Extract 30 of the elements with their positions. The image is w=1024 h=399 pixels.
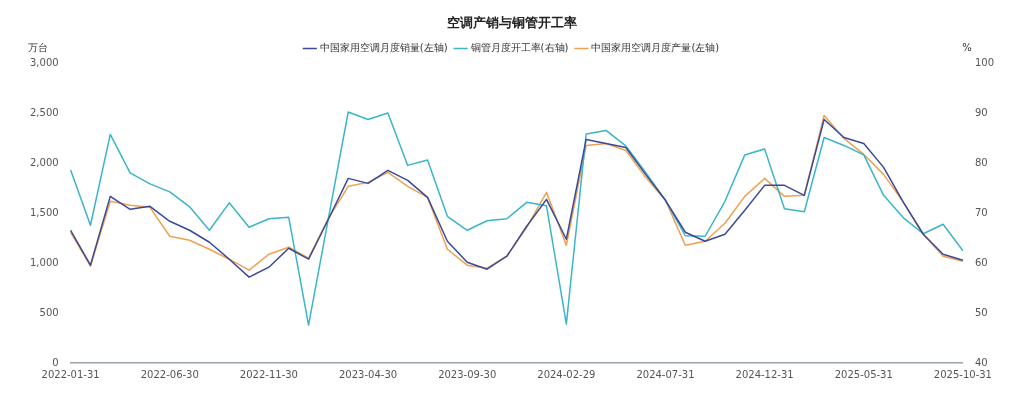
y2-tick-label: 70 — [974, 206, 988, 218]
y-tick-label: 3,000 — [29, 57, 59, 69]
y-tick-label: 1,000 — [29, 256, 59, 268]
legend-label: 中国家用空调月度产量(左轴) — [591, 42, 720, 54]
y-tick-label: 2,000 — [29, 156, 59, 168]
x-tick-label: 2022-01-31 — [41, 368, 100, 380]
x-tick-label: 2025-05-31 — [834, 368, 893, 380]
x-tick-label: 2025-10-31 — [933, 368, 992, 380]
x-tick-label: 2024-02-29 — [537, 368, 596, 380]
x-tick-label: 2024-07-31 — [636, 368, 695, 380]
chart-title: 空调产销与铜管开工率 — [447, 15, 577, 31]
y-tick-label: 1,500 — [29, 206, 59, 218]
x-tick-label: 2022-11-30 — [239, 368, 298, 380]
y2-tick-label: 50 — [974, 306, 988, 318]
x-tick-label: 2022-06-30 — [140, 368, 199, 380]
x-tick-label: 2023-09-30 — [438, 368, 497, 380]
legend-label: 中国家用空调月度销量(左轴) — [319, 42, 448, 54]
y2-axis-title: % — [962, 42, 972, 54]
y-axis-title: 万台 — [28, 42, 48, 54]
y-tick-label: 500 — [39, 306, 59, 318]
y2-tick-label: 100 — [974, 57, 995, 69]
y2-tick-label: 80 — [974, 156, 988, 168]
x-tick-label: 2023-04-30 — [338, 368, 398, 380]
legend-label: 铜管月度开工率(右轴) — [469, 42, 569, 54]
y2-tick-label: 90 — [974, 107, 988, 119]
y-tick-label: 0 — [52, 356, 59, 368]
y-tick-label: 2,500 — [29, 107, 59, 119]
y2-tick-label: 60 — [974, 256, 988, 268]
x-tick-label: 2024-12-31 — [735, 368, 794, 380]
y2-tick-label: 40 — [974, 356, 988, 368]
